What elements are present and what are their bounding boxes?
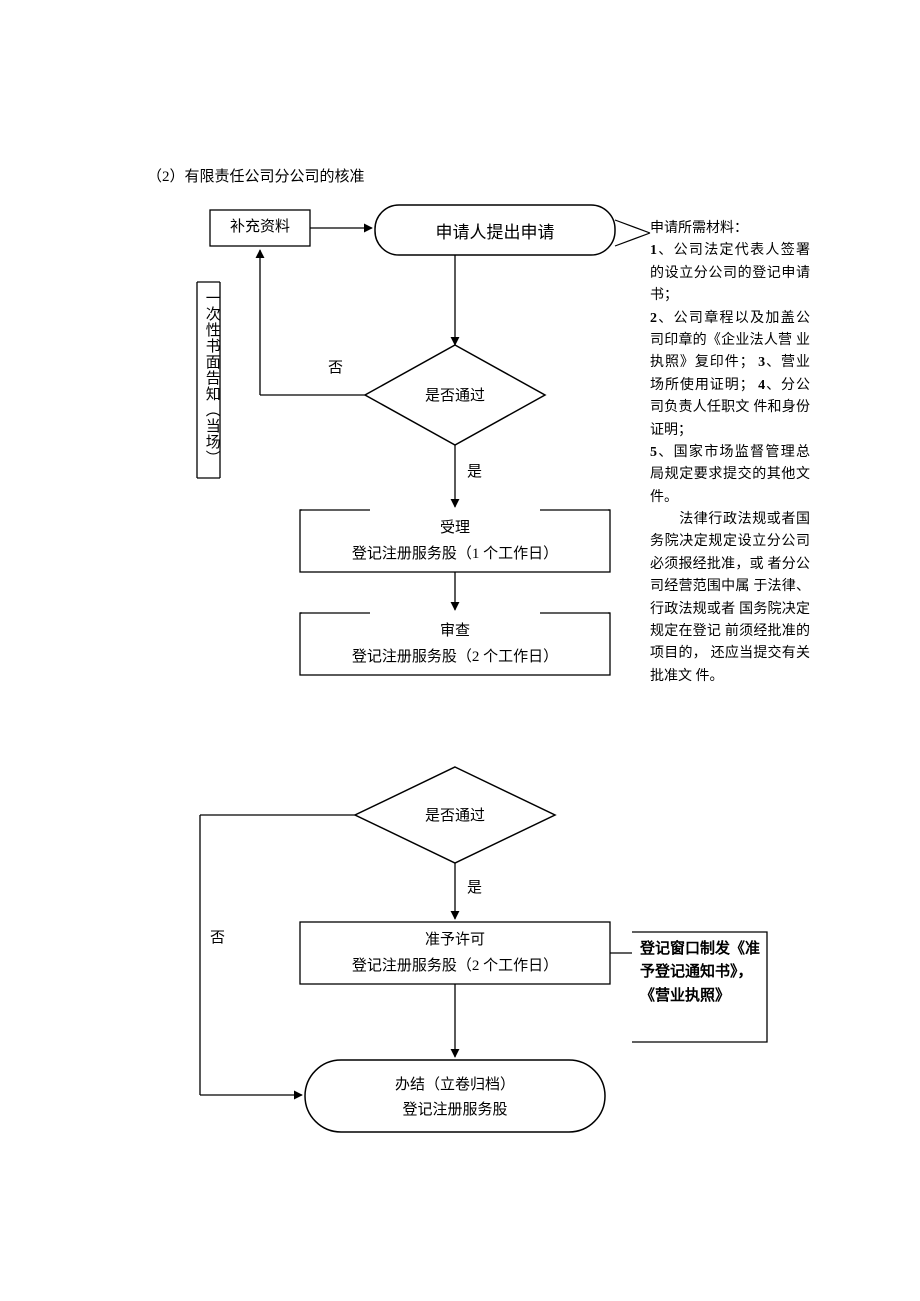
label-finish-line1: 办结（立卷归档） — [305, 1075, 605, 1097]
label-accept-line2: 登记注册服务股（1 个工作日） — [300, 544, 610, 566]
label-start: 申请人提出申请 — [375, 221, 615, 246]
materials-item1: 1、公司法定代表人签署的设立分公司的登记申请书； — [650, 240, 810, 307]
materials-item2: 2、公司章程以及加盖公司印章的《企业法人营 业执照》复印件； 3、营业场所使用证… — [650, 308, 810, 442]
callout-line-1 — [615, 220, 650, 233]
materials-para: 法律行政法规或者国务院决定规定设立分公司必须报经批准，或 者分公司经营范围中属 … — [650, 509, 810, 688]
label-no1: 否 — [328, 358, 343, 380]
label-supplement: 补充资料 — [210, 217, 310, 239]
materials-block: 申请所需材料： 1、公司法定代表人签署的设立分公司的登记申请书； 2、公司章程以… — [650, 218, 810, 688]
label-d2: 是否通过 — [405, 806, 505, 828]
label-finish-line2: 登记注册服务股 — [305, 1100, 605, 1122]
callout-line-2 — [615, 233, 650, 246]
label-sidebox: 登记窗口制发《准予登记通知书》，《营业执照》 — [640, 938, 762, 1008]
label-yes1: 是 — [467, 462, 482, 484]
page-root: （2）有限责任公司分公司的核准 — [0, 0, 920, 1301]
label-review-line2: 登记注册服务股（2 个工作日） — [300, 647, 610, 669]
label-d1: 是否通过 — [405, 386, 505, 408]
label-permit-line1: 准予许可 — [300, 930, 610, 952]
label-permit-line2: 登记注册服务股（2 个工作日） — [300, 956, 610, 978]
label-yes2: 是 — [467, 878, 482, 900]
label-vertical-notice: 一次性书面告知（当场） — [200, 290, 222, 470]
label-review-line1: 审查 — [300, 621, 610, 643]
materials-heading: 申请所需材料： — [650, 218, 810, 240]
materials-item5: 5、国家市场监督管理总局规定要求提交的其他文件。 — [650, 442, 810, 509]
label-accept-line1: 受理 — [300, 518, 610, 540]
label-no2: 否 — [210, 928, 225, 950]
